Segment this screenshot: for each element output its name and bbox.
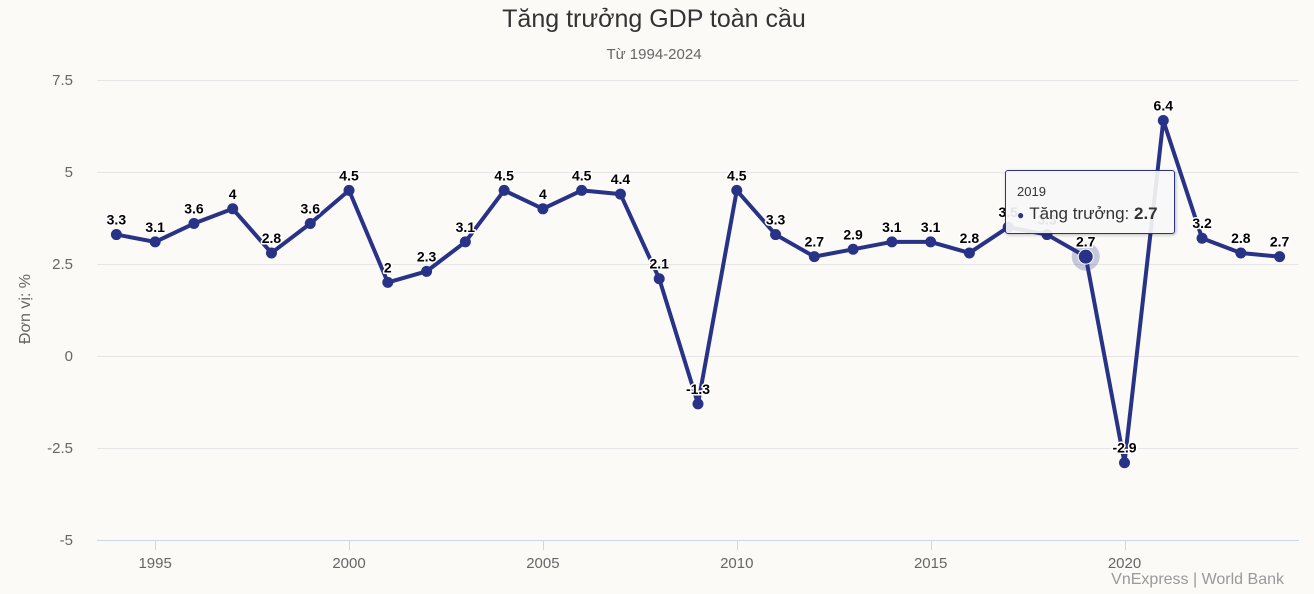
data-point[interactable] bbox=[1196, 232, 1208, 244]
x-tick-label: 2005 bbox=[526, 555, 559, 572]
tooltip-value: 2.7 bbox=[1134, 204, 1158, 223]
data-label: 2.8 bbox=[1231, 230, 1251, 246]
data-point[interactable] bbox=[421, 265, 433, 277]
data-label: 2 bbox=[384, 259, 392, 275]
data-label: 3.3 bbox=[107, 212, 127, 228]
x-tick-label: 1995 bbox=[138, 555, 171, 572]
tooltip-row: ● Tăng trưởng: 2.7 bbox=[1017, 203, 1174, 226]
data-label: 2.9 bbox=[843, 226, 863, 242]
data-label: 4.5 bbox=[572, 167, 592, 183]
data-label: 3.1 bbox=[456, 219, 476, 235]
data-label: 4.5 bbox=[339, 167, 359, 183]
data-label: 3.3 bbox=[766, 212, 786, 228]
data-label: -1.3 bbox=[686, 381, 710, 397]
data-point[interactable] bbox=[1119, 457, 1131, 469]
data-label: 3.1 bbox=[145, 219, 165, 235]
data-label: 4.5 bbox=[494, 167, 514, 183]
data-label: 2.7 bbox=[1270, 234, 1290, 250]
x-axis-ticks: 1995 2000 2005 2010 2015 2020 bbox=[138, 540, 1141, 572]
data-point[interactable] bbox=[963, 247, 975, 259]
data-point[interactable] bbox=[925, 236, 937, 248]
source-credit[interactable]: VnExpress | World Bank bbox=[1111, 571, 1285, 588]
data-label: 3.6 bbox=[184, 201, 204, 217]
data-point[interactable] bbox=[382, 276, 394, 288]
y-axis-label: Đơn vị: % bbox=[17, 274, 34, 344]
data-point[interactable] bbox=[614, 188, 626, 200]
data-label: 3.2 bbox=[1192, 215, 1212, 231]
data-point[interactable] bbox=[770, 229, 782, 241]
data-point[interactable] bbox=[808, 251, 820, 263]
data-point[interactable] bbox=[227, 203, 239, 215]
y-tick-label: 5 bbox=[65, 164, 73, 181]
data-point[interactable] bbox=[265, 247, 277, 259]
data-point[interactable] bbox=[1235, 247, 1247, 259]
y-tick-label: 0 bbox=[65, 348, 73, 365]
tooltip-header: 2019 bbox=[1017, 184, 1046, 199]
data-point[interactable] bbox=[498, 184, 510, 196]
y-axis-ticks: -5 -2.5 0 2.5 5 7.5 bbox=[47, 72, 73, 549]
series-growth bbox=[110, 114, 1286, 469]
data-point[interactable] bbox=[1274, 251, 1286, 263]
data-point[interactable] bbox=[692, 398, 704, 410]
data-label: 4 bbox=[229, 186, 237, 202]
y-tick-label: 7.5 bbox=[52, 72, 73, 89]
chart-subtitle: Từ 1994-2024 bbox=[606, 46, 701, 63]
data-point[interactable] bbox=[304, 218, 316, 230]
data-label: 3.1 bbox=[921, 219, 941, 235]
data-point[interactable] bbox=[1157, 114, 1169, 126]
data-point[interactable] bbox=[653, 273, 665, 285]
data-point[interactable] bbox=[886, 236, 898, 248]
data-label: 6.4 bbox=[1154, 97, 1174, 113]
data-label: 2.3 bbox=[417, 248, 437, 264]
data-point-highlighted[interactable] bbox=[1077, 248, 1094, 265]
data-label: 2.8 bbox=[262, 230, 282, 246]
data-point[interactable] bbox=[110, 229, 122, 241]
x-tick-label: 2000 bbox=[332, 555, 365, 572]
y-tick-label: -2.5 bbox=[47, 440, 73, 457]
data-label: 3.1 bbox=[882, 219, 902, 235]
data-point[interactable] bbox=[537, 203, 549, 215]
data-point[interactable] bbox=[731, 184, 743, 196]
x-tick-label: 2010 bbox=[720, 555, 753, 572]
y-tick-label: 2.5 bbox=[52, 256, 73, 273]
data-labels: 3.3 3.1 3.6 4 2.8 3.6 4.5 2 2.3 3.1 4.5 4 4.5 4.4 2.1 -… bbox=[105, 96, 1291, 457]
data-point[interactable] bbox=[149, 236, 161, 248]
tooltip-series-label: Tăng trưởng: bbox=[1029, 204, 1134, 223]
data-point[interactable] bbox=[343, 184, 355, 196]
data-label: 4.4 bbox=[611, 171, 631, 187]
data-point[interactable] bbox=[459, 236, 471, 248]
data-label: 2.7 bbox=[1076, 234, 1096, 250]
data-label: -2.9 bbox=[1112, 440, 1136, 456]
data-label: 4.5 bbox=[727, 167, 747, 183]
data-label: 2.8 bbox=[960, 230, 980, 246]
data-label: 2.1 bbox=[649, 256, 669, 272]
data-point[interactable] bbox=[576, 184, 588, 196]
x-tick-label: 2015 bbox=[914, 555, 947, 572]
data-label: 3.6 bbox=[301, 201, 321, 217]
tooltip: 2019 ● Tăng trưởng: 2.7 bbox=[1005, 170, 1175, 234]
data-point[interactable] bbox=[188, 218, 200, 230]
series-marker-icon: ● bbox=[1017, 208, 1025, 222]
data-label: 4 bbox=[539, 186, 547, 202]
x-tick-label: 2020 bbox=[1108, 555, 1141, 572]
y-tick-label: -5 bbox=[60, 532, 73, 549]
data-point[interactable] bbox=[847, 243, 859, 255]
chart-title: Tăng trưởng GDP toàn cầu bbox=[502, 5, 806, 33]
data-label: 2.7 bbox=[805, 234, 825, 250]
